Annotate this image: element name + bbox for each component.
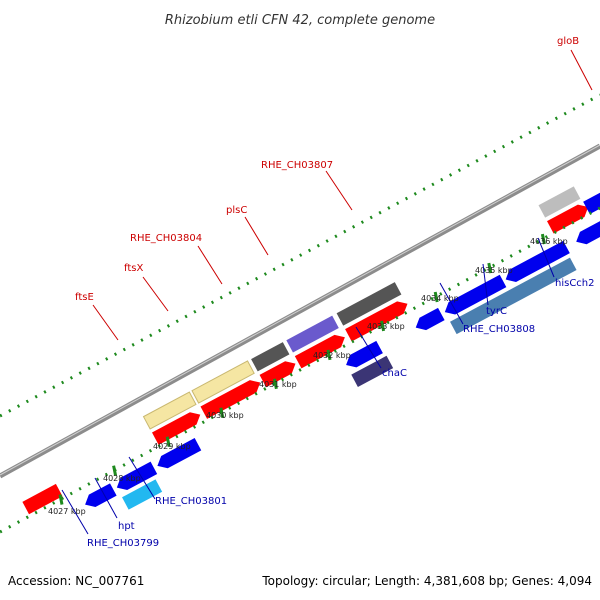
tick-label-4027: 4027 kbp bbox=[48, 507, 86, 516]
tick-mark bbox=[112, 465, 118, 476]
gene-reverse-1[interactable] bbox=[82, 483, 117, 510]
tick-label-4028: 4028 kbp bbox=[103, 474, 141, 483]
gene-plsC-upper[interactable] bbox=[286, 315, 339, 353]
tick-label-4032: 4032 kbp bbox=[313, 351, 351, 360]
tick-label-4036: 4036 kbp bbox=[530, 237, 568, 246]
label-RHE_CH03801[interactable]: RHE_CH03801 bbox=[155, 496, 227, 507]
label-tyrC[interactable]: tyrC bbox=[486, 306, 507, 317]
tick-mark bbox=[326, 349, 332, 361]
gene-ftsX-upper[interactable] bbox=[191, 360, 255, 404]
label-hpt[interactable]: hpt bbox=[118, 521, 135, 532]
accession-text: Accession: NC_007761 bbox=[8, 574, 144, 588]
gene-right-blue-upper[interactable] bbox=[583, 181, 600, 215]
genome-backbone bbox=[0, 143, 600, 479]
label-ftsE[interactable]: ftsE bbox=[75, 292, 94, 303]
tick-mark bbox=[58, 494, 64, 505]
forward-gene-labels: ftsE ftsX RHE_CH03804 plsC RHE_CH03807 g… bbox=[75, 36, 593, 341]
label-gloB[interactable]: gloB bbox=[557, 36, 579, 47]
gene-gloB[interactable] bbox=[547, 201, 592, 234]
tick-label-4031: 4031 kbp bbox=[259, 380, 297, 389]
gene-gloB-upper[interactable] bbox=[538, 186, 581, 218]
forward-genes bbox=[22, 181, 600, 515]
gene-hpt[interactable] bbox=[122, 479, 163, 510]
label-plsC[interactable]: plsC bbox=[226, 205, 247, 216]
reverse-gene-labels: RHE_CH03799 hpt RHE_CH03801 chaC RHE_CH0… bbox=[61, 237, 595, 549]
label-RHE_CH03807[interactable]: RHE_CH03807 bbox=[261, 160, 333, 171]
gene-ftsE[interactable] bbox=[152, 408, 204, 445]
tick-label-4029: 4029 kbp bbox=[153, 442, 191, 451]
outer-dotted-track bbox=[0, 93, 600, 418]
label-RHE_CH03799[interactable]: RHE_CH03799 bbox=[87, 538, 159, 549]
tick-mark bbox=[272, 378, 278, 390]
label-ftsX[interactable]: ftsX bbox=[124, 263, 143, 274]
gene-hisCch2-upper[interactable] bbox=[502, 240, 570, 286]
inner-dotted-track bbox=[0, 206, 600, 534]
gene-plsC[interactable] bbox=[294, 331, 348, 369]
label-chaC[interactable]: chaC bbox=[382, 368, 407, 379]
tick-label-4030: 4030 kbp bbox=[206, 411, 244, 420]
tick-label-4033: 4033 kbp bbox=[367, 322, 405, 331]
tick-mark bbox=[165, 436, 171, 448]
gene-reverse-2[interactable] bbox=[114, 461, 158, 494]
gene-RHE_CH03807[interactable] bbox=[345, 298, 411, 342]
tick-mark bbox=[487, 262, 493, 274]
reverse-genes bbox=[82, 214, 600, 510]
label-RHE_CH03804[interactable]: RHE_CH03804 bbox=[130, 233, 202, 244]
label-RHE_CH03808[interactable]: RHE_CH03808 bbox=[463, 324, 535, 335]
gene-chaC[interactable] bbox=[351, 355, 394, 387]
tick-label-4035: 4035 kbp bbox=[475, 266, 513, 275]
tick-labels: 4027 kbp 4028 kbp 4029 kbp 4030 kbp 4031… bbox=[48, 237, 568, 516]
gene-tyrC[interactable] bbox=[450, 257, 577, 335]
gene-RHE_CH03804[interactable] bbox=[259, 357, 299, 388]
tick-mark bbox=[540, 233, 546, 245]
genome-summary-text: Topology: circular; Length: 4,381,608 bp… bbox=[261, 574, 592, 588]
gene-RHE_CH03808[interactable] bbox=[412, 307, 445, 334]
gene-chaC-upper[interactable] bbox=[343, 340, 383, 371]
gene-ftsE-upper[interactable] bbox=[142, 391, 197, 430]
tick-label-4034: 4034 kbp bbox=[421, 294, 459, 303]
tick-mark bbox=[380, 320, 386, 332]
gene-RHE_CH03801[interactable] bbox=[154, 438, 202, 472]
label-hisCch2[interactable]: hisCch2 bbox=[555, 278, 595, 289]
gene-tyrC-upper[interactable] bbox=[442, 274, 507, 318]
gene-left-edge[interactable] bbox=[22, 483, 63, 515]
tick-mark bbox=[433, 291, 439, 303]
tick-mark bbox=[219, 407, 225, 419]
map-title: Rhizobium etli CFN 42, complete genome bbox=[165, 13, 435, 28]
gene-RHE_CH03804-upper[interactable] bbox=[251, 342, 290, 372]
gene-ftsX[interactable] bbox=[200, 376, 263, 419]
gene-reverse-right[interactable] bbox=[573, 214, 600, 248]
tick-marks bbox=[58, 233, 546, 505]
gene-RHE_CH03807-upper[interactable] bbox=[336, 282, 402, 326]
